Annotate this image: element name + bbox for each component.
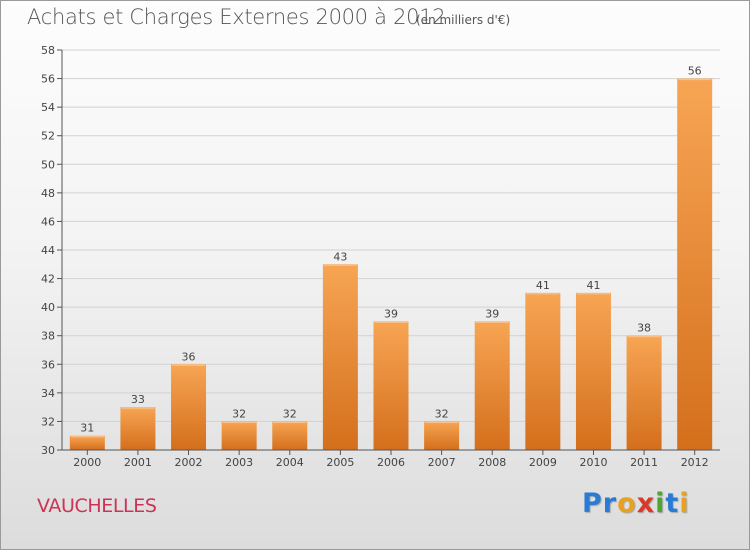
- logo-letter: o: [617, 488, 637, 519]
- x-tick-label: 2008: [478, 456, 506, 469]
- logo-letter: P: [582, 488, 603, 519]
- x-tick-label: 2012: [681, 456, 709, 469]
- bar: [474, 321, 510, 450]
- bar: [69, 435, 105, 450]
- y-tick-label: 56: [41, 73, 55, 86]
- x-tick-label: 2002: [175, 456, 203, 469]
- logo-letter: i: [655, 488, 666, 519]
- x-tick-label: 2009: [529, 456, 557, 469]
- data-label: 32: [283, 407, 297, 420]
- y-tick-label: 30: [41, 444, 55, 457]
- bar: [272, 421, 308, 450]
- bar: [677, 78, 713, 451]
- data-label: 39: [384, 307, 398, 320]
- y-tick-label: 48: [41, 187, 55, 200]
- data-label: 32: [232, 407, 246, 420]
- data-label: 56: [688, 65, 702, 78]
- y-tick-label: 54: [41, 101, 55, 114]
- bar: [322, 264, 358, 450]
- data-label: 33: [131, 393, 145, 406]
- y-tick-label: 40: [41, 301, 55, 314]
- y-tick-label: 32: [41, 415, 55, 428]
- x-tick-label: 2007: [428, 456, 456, 469]
- labels: 30 32 34 36 38 40 42 44 46 48 50 52 54 56 58 31 2000 33 20…: [41, 44, 709, 469]
- y-tick-label: 58: [41, 44, 55, 57]
- y-tick-label: 52: [41, 130, 55, 143]
- x-tick-label: 2011: [630, 456, 658, 469]
- bar: [424, 421, 460, 450]
- x-tick-label: 2001: [124, 456, 152, 469]
- chart-subtitle: (en milliers d'€): [416, 13, 511, 27]
- y-tick-label: 36: [41, 358, 55, 371]
- y-tick-label: 50: [41, 158, 55, 171]
- bar: [373, 321, 409, 450]
- y-tick-label: 34: [41, 387, 55, 400]
- commune-name: VAUCHELLES: [37, 495, 157, 517]
- data-label: 39: [485, 307, 499, 320]
- logo-letter: i: [679, 488, 690, 519]
- bar: [221, 421, 257, 450]
- bar: [120, 407, 156, 450]
- logo-letter: r: [602, 488, 618, 519]
- x-tick-label: 2000: [73, 456, 101, 469]
- chart-title: Achats et Charges Externes 2000 à 2012: [27, 5, 446, 29]
- data-label: 38: [637, 322, 651, 335]
- y-tick-label: 42: [41, 273, 55, 286]
- bar: [525, 292, 561, 450]
- x-tick-label: 2010: [579, 456, 607, 469]
- bar: [575, 292, 611, 450]
- data-label: 41: [586, 279, 600, 292]
- data-label: 32: [435, 407, 449, 420]
- brand-logo: Proxiti: [582, 488, 690, 519]
- x-tick-label: 2004: [276, 456, 304, 469]
- bar: [171, 364, 207, 450]
- data-label: 31: [80, 422, 94, 435]
- x-tick-label: 2006: [377, 456, 405, 469]
- logo-letter: x: [636, 488, 656, 519]
- data-label: 36: [182, 350, 196, 363]
- x-tick-label: 2003: [225, 456, 253, 469]
- axes: [57, 49, 720, 455]
- bars: [69, 78, 713, 451]
- logo-letter: t: [665, 488, 680, 519]
- y-tick-label: 38: [41, 330, 55, 343]
- y-tick-label: 44: [41, 244, 55, 257]
- data-label: 43: [333, 250, 347, 263]
- y-tick-label: 46: [41, 215, 55, 228]
- data-label: 41: [536, 279, 550, 292]
- bar: [626, 335, 662, 450]
- x-tick-label: 2005: [326, 456, 354, 469]
